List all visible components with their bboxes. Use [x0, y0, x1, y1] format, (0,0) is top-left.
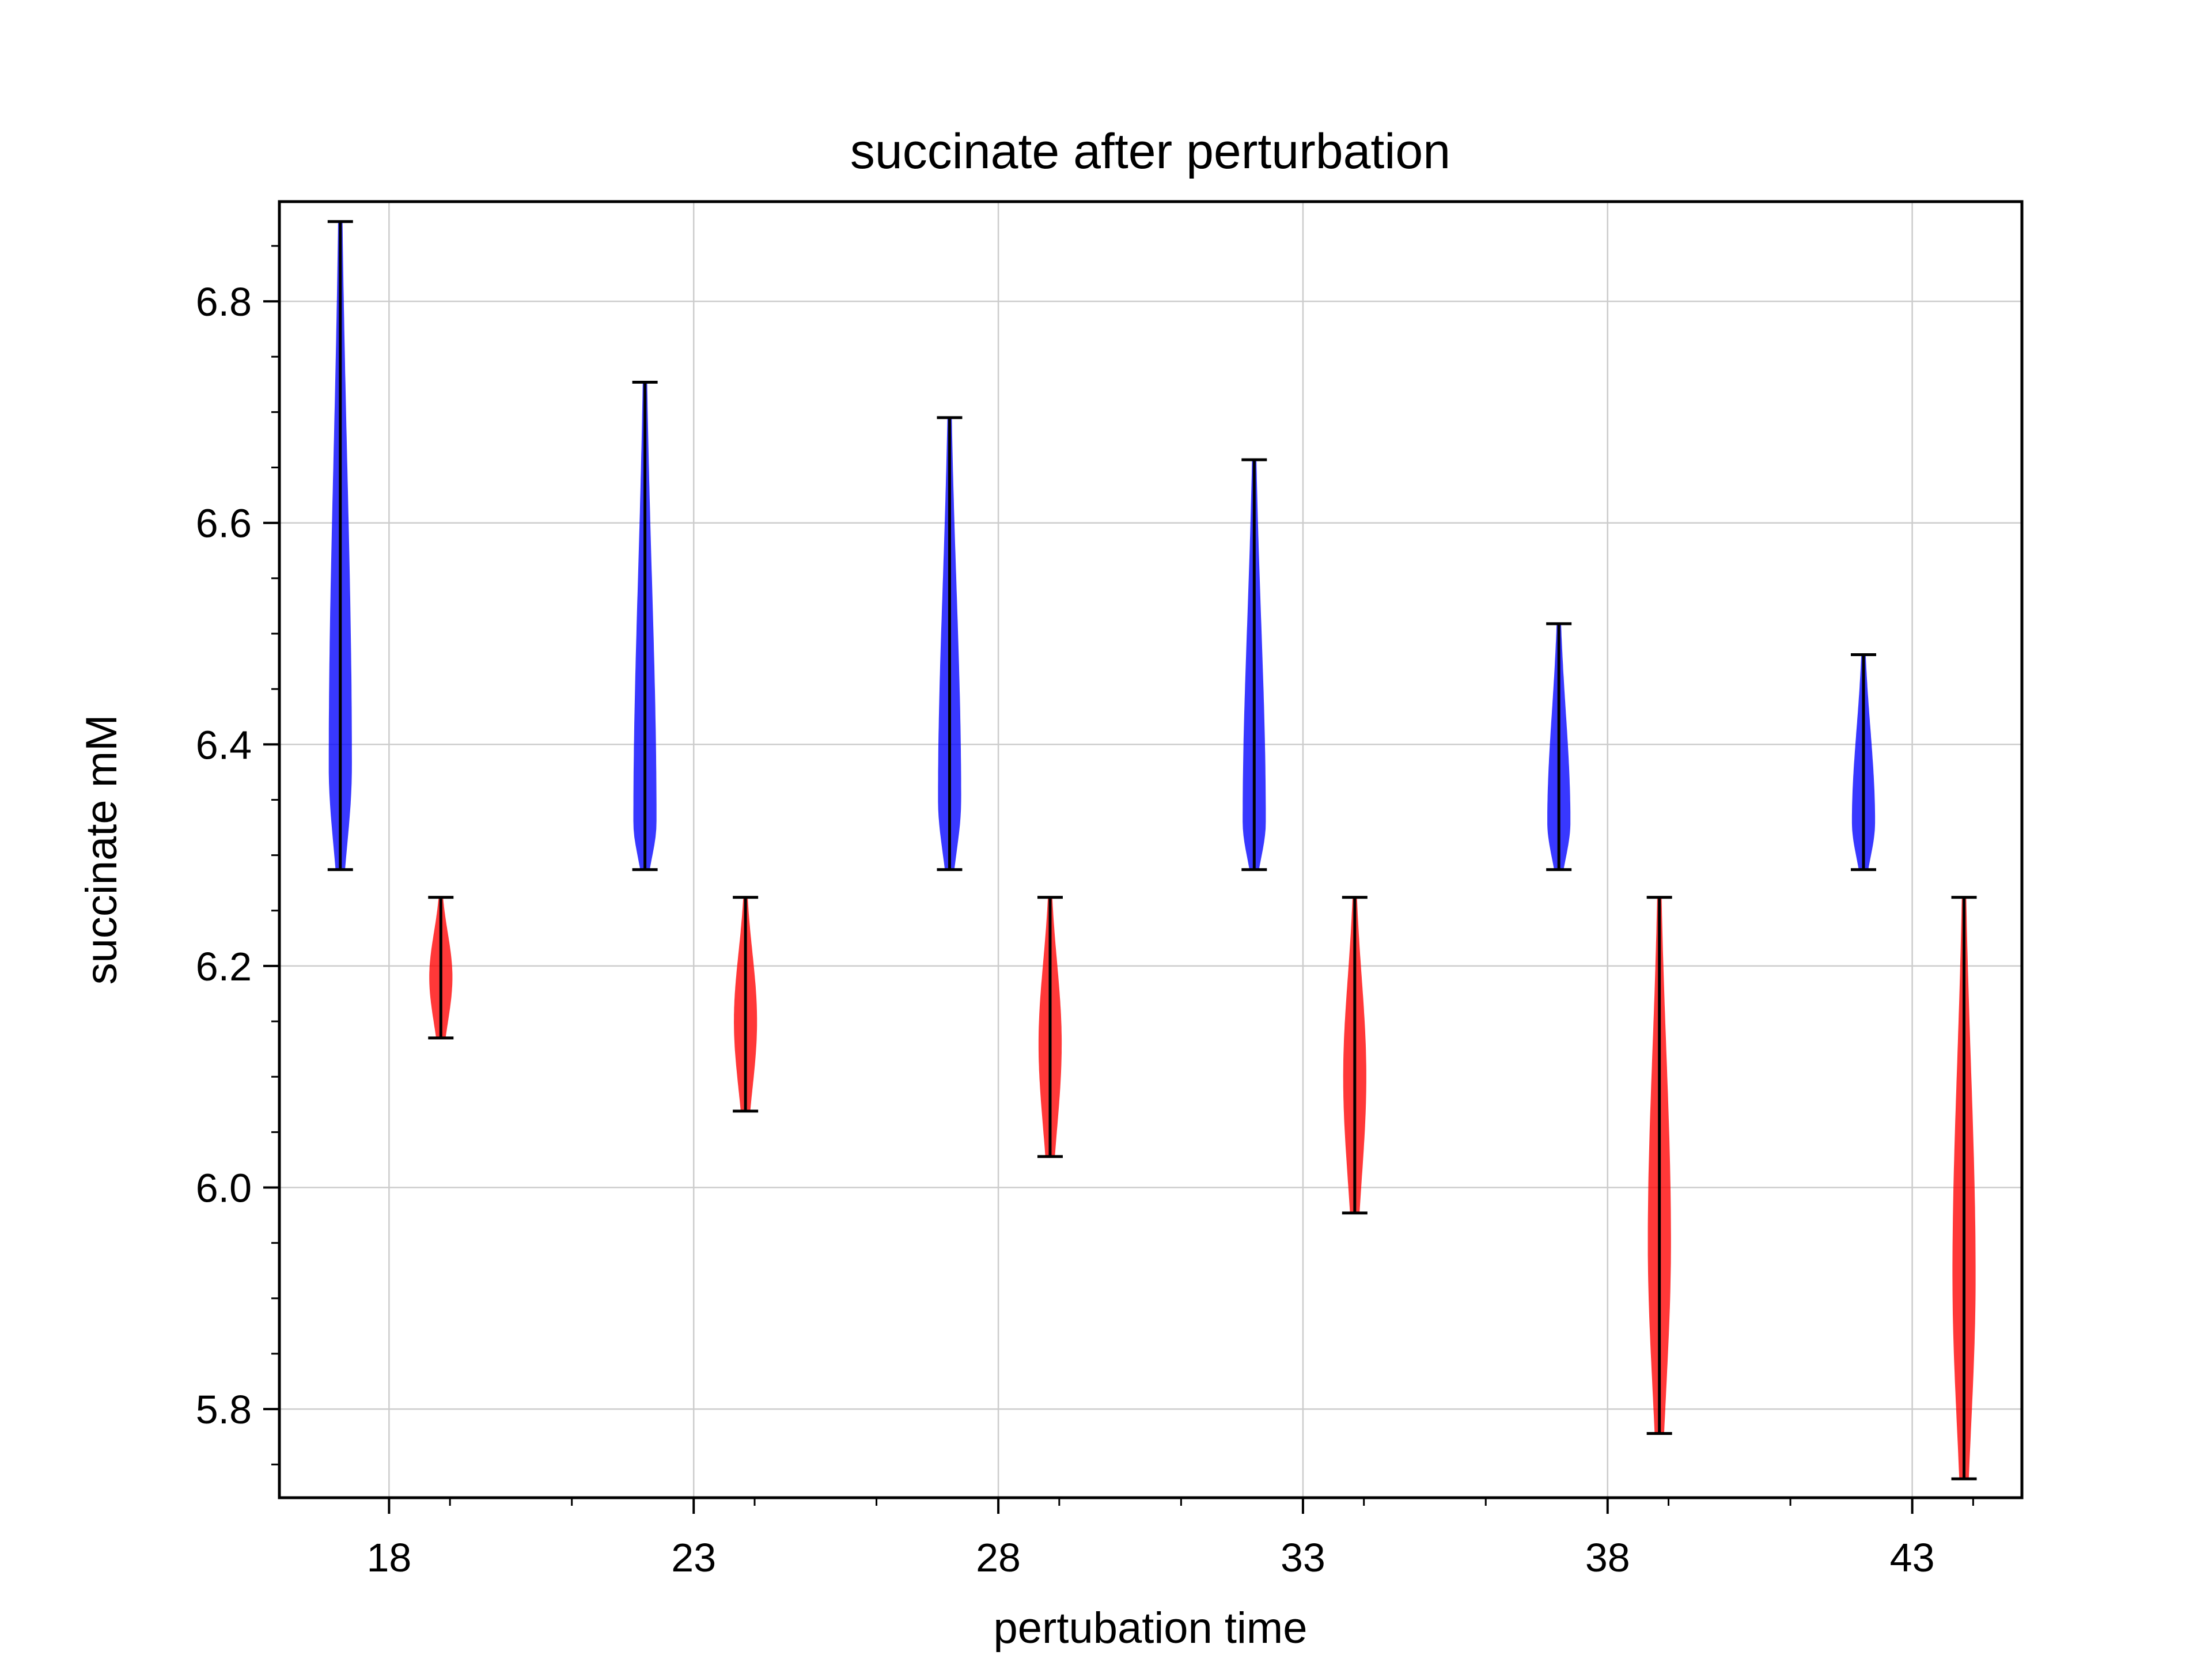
- y-tick-label: 6.6: [196, 501, 252, 546]
- y-tick-label: 6.2: [196, 944, 252, 989]
- chart-title: succinate after perturbation: [850, 124, 1450, 179]
- x-tick-label: 23: [671, 1535, 716, 1580]
- y-tick-label: 5.8: [196, 1387, 252, 1432]
- x-axis: 18 23 28 33 38 43: [366, 1498, 1974, 1580]
- y-tick-label: 6.4: [196, 722, 252, 767]
- x-tick-label: 28: [976, 1535, 1021, 1580]
- x-tick-label: 43: [1890, 1535, 1935, 1580]
- x-tick-label: 38: [1585, 1535, 1630, 1580]
- plot-frame: [278, 200, 2024, 1499]
- x-axis-label: pertubation time: [994, 1604, 1308, 1653]
- x-tick-label: 33: [1281, 1535, 1325, 1580]
- violins: [327, 220, 1977, 1480]
- y-axis-label: succinate mM: [77, 715, 126, 985]
- y-axis: 5.8 6.0 6.2 6.4 6.6 6.8: [196, 245, 279, 1465]
- x-tick-label: 18: [366, 1535, 411, 1580]
- y-tick-label: 6.0: [196, 1166, 252, 1211]
- y-tick-label: 6.8: [196, 279, 252, 324]
- grid: [279, 202, 2022, 1498]
